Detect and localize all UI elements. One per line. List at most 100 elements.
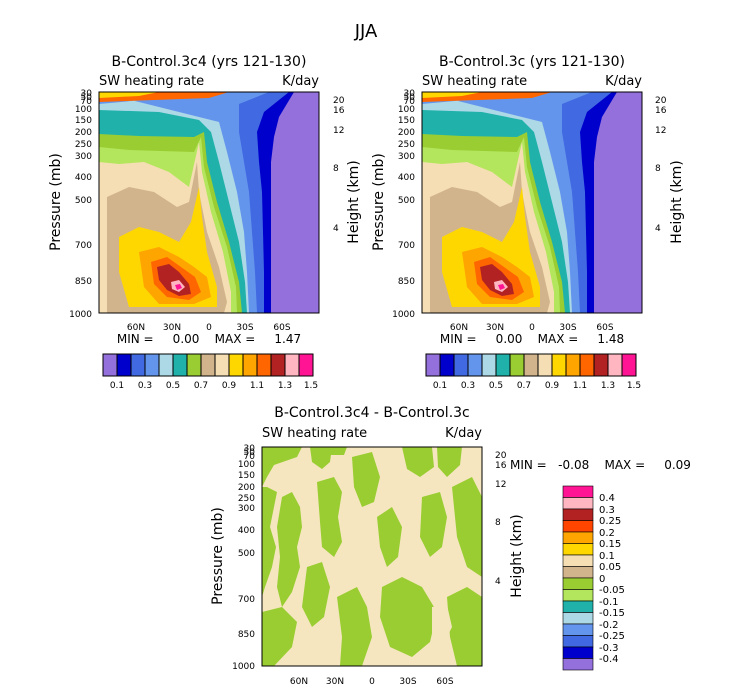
colorbar-swatch <box>579 353 595 377</box>
colorbar-swatch <box>562 646 594 659</box>
colorbar-label: 1.5 <box>304 381 318 391</box>
contour-level-band <box>377 507 402 567</box>
colorbar-swatch <box>200 353 216 377</box>
contour-level-band <box>262 607 297 666</box>
panel-1-ylabel: Pressure (mb) <box>48 153 64 251</box>
x-tick-label: 60S <box>273 323 290 333</box>
colorbar-swatch <box>172 353 188 377</box>
panel-2-height-axis: 20 16 12 8 4 <box>655 96 667 234</box>
colorbar-label: 0.3 <box>138 381 152 391</box>
panel-1-title: B-Control.3c4 (yrs 121-130) <box>112 54 307 70</box>
colorbar-swatch <box>562 589 594 602</box>
colorbar-label: 1.3 <box>601 381 615 391</box>
colorbar-swatch <box>481 353 497 377</box>
x-tick-label: 0 <box>529 323 535 333</box>
colorbar-swatch <box>144 353 160 377</box>
panel-2-ylabel: Pressure (mb) <box>371 153 387 251</box>
panel-3-height-axis: 20 16 12 8 4 <box>495 451 507 587</box>
colorbar-swatch <box>116 353 132 377</box>
pressure-tick-label: 400 <box>238 526 255 536</box>
colorbar-swatch <box>562 508 594 521</box>
colorbar-swatch <box>562 577 594 590</box>
pressure-tick-label: 500 <box>238 549 255 559</box>
colorbar-swatch <box>186 353 202 377</box>
colorbar-label: 0.2 <box>599 528 615 539</box>
height-tick-label: 8 <box>333 164 339 174</box>
panel-3-left-label: SW heating rate <box>262 426 367 441</box>
pressure-tick-label: 30 <box>404 89 416 99</box>
colorbar-swatch <box>607 353 623 377</box>
height-tick-label: 12 <box>495 480 506 490</box>
colorbar-swatch <box>562 485 594 498</box>
pressure-tick-label: 500 <box>75 196 92 206</box>
pressure-tick-label: 500 <box>398 196 415 206</box>
pressure-tick-label: 30 <box>81 89 93 99</box>
pressure-tick-label: 70 <box>244 452 256 462</box>
colorbar-label: -0.25 <box>599 631 625 642</box>
colorbar-label: -0.3 <box>599 643 619 654</box>
contour-level-band <box>422 92 482 98</box>
contour-level-band <box>175 284 182 290</box>
contour-level-band <box>337 587 372 666</box>
colorbar-label: -0.15 <box>599 608 625 619</box>
contour-level-band <box>99 92 159 98</box>
x-tick-label: 60S <box>596 323 613 333</box>
colorbar-swatch <box>562 520 594 533</box>
panel-2-title: B-Control.3c (yrs 121-130) <box>439 54 625 70</box>
colorbar-swatch <box>562 600 594 613</box>
colorbar-label: 1.5 <box>627 381 641 391</box>
colorbar-label: 0.9 <box>545 381 560 391</box>
colorbar-swatch <box>102 353 118 377</box>
colorbar-label: 1.1 <box>250 381 264 391</box>
panel-1-x-axis: 60N 30N 0 30S 60S <box>127 323 291 333</box>
panel-3-colorbar: 0.4 0.3 0.25 0.2 0.15 0.1 0.05 0 -0.05 -… <box>562 485 625 671</box>
colorbar-swatch <box>562 658 594 671</box>
pressure-tick-label: 1000 <box>392 310 415 320</box>
colorbar-label: 1.3 <box>278 381 292 391</box>
height-tick-label: 20 <box>495 451 507 461</box>
colorbar-swatch <box>214 353 230 377</box>
contour-level-band <box>432 605 452 647</box>
colorbar-swatch <box>228 353 244 377</box>
colorbar-label: 0.4 <box>599 493 615 504</box>
pressure-tick-label: 150 <box>238 471 255 481</box>
panel-2-ylabel-right: Height (km) <box>669 160 685 243</box>
panel-3-ylabel: Pressure (mb) <box>210 507 226 605</box>
colorbar-swatch <box>562 531 594 544</box>
x-tick-label: 60N <box>450 323 468 333</box>
panel-3-pressure-axis: 30 50 70 100 150 200 250 300 400 500 700… <box>232 444 255 672</box>
panel-1: B-Control.3c4 (yrs 121-130) SW heating r… <box>48 54 362 391</box>
panel-2: B-Control.3c (yrs 121-130) SW heating ra… <box>371 54 685 391</box>
contour-level-band <box>380 577 437 657</box>
x-tick-label: 30S <box>236 323 253 333</box>
colorbar-label: 0.9 <box>222 381 237 391</box>
pressure-tick-label: 300 <box>238 504 255 514</box>
contour-level-band <box>352 452 380 507</box>
panel-3-ylabel-right: Height (km) <box>509 514 525 597</box>
pressure-tick-label: 70 <box>404 97 416 107</box>
colorbar-swatch <box>562 612 594 625</box>
colorbar-label: 0.5 <box>166 381 180 391</box>
contour-level-band <box>262 447 302 487</box>
panel-3-right-label: K/day <box>445 426 482 441</box>
height-tick-label: 4 <box>495 577 501 587</box>
colorbar-swatch <box>562 635 594 648</box>
height-tick-label: 12 <box>655 126 666 136</box>
colorbar-swatch <box>565 353 581 377</box>
pressure-tick-label: 850 <box>398 277 415 287</box>
pressure-tick-label: 100 <box>238 460 255 470</box>
colorbar-swatch <box>593 353 609 377</box>
panel-2-right-label: K/day <box>605 74 642 89</box>
pressure-tick-label: 50 <box>81 93 93 103</box>
colorbar-swatch <box>270 353 286 377</box>
x-tick-label: 30N <box>486 323 504 333</box>
figure-title: JJA <box>354 21 378 42</box>
colorbar-label: 0.7 <box>517 381 531 391</box>
colorbar-swatch <box>158 353 174 377</box>
pressure-tick-label: 250 <box>398 140 415 150</box>
colorbar-label: 0.25 <box>599 516 621 527</box>
colorbar-swatch <box>256 353 272 377</box>
colorbar-swatch <box>130 353 146 377</box>
height-tick-label: 16 <box>333 106 345 116</box>
panel-1-colorbar: 0.1 0.3 0.5 0.7 0.9 1.1 1.3 1.5 <box>102 353 318 391</box>
